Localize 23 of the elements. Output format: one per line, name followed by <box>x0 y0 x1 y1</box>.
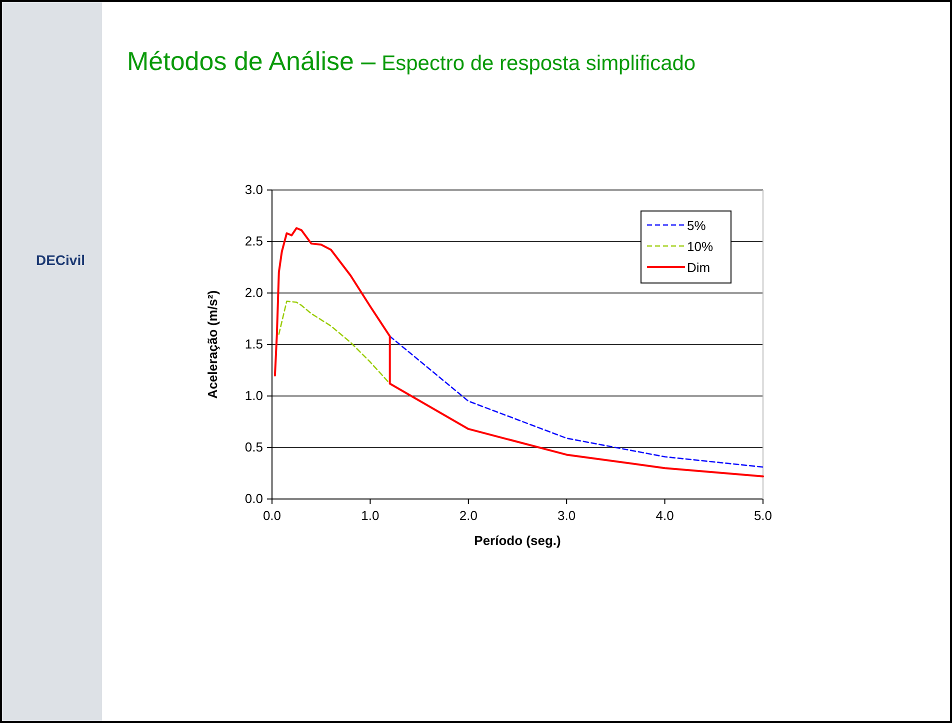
y-axis-title: Aceleração (m/s²) <box>205 290 220 399</box>
x-tick-label: 1.0 <box>361 508 380 523</box>
y-tick-label: 1.5 <box>244 336 263 352</box>
x-axis-title: Período (seg.) <box>474 533 561 548</box>
legend-label: 5% <box>687 218 706 233</box>
chart-title: Métodos de Análise – <box>127 46 376 76</box>
text: DECivil <box>36 252 85 268</box>
x-tick-label: 4.0 <box>656 508 674 523</box>
x-tick-label: 3.0 <box>558 508 576 523</box>
x-tick-label: 0.0 <box>262 508 282 523</box>
y-tick-label: 2.0 <box>244 285 263 300</box>
line-series <box>389 336 764 468</box>
line-series <box>278 300 390 384</box>
x-tick-label: 2.0 <box>459 508 478 523</box>
legend-label: 10% <box>687 239 714 254</box>
y-tick-label: 1.0 <box>244 388 263 403</box>
chart-subtitle: Espectro de resposta simplificado <box>382 52 696 75</box>
y-tick-label: 0.0 <box>244 491 263 506</box>
y-tick-label: 3.0 <box>244 182 263 197</box>
y-tick-label: 2.5 <box>244 234 263 248</box>
y-tick-label: 0.5 <box>244 440 263 454</box>
legend-label: Dim <box>687 260 710 275</box>
x-tick-label: 5.0 <box>754 508 772 523</box>
